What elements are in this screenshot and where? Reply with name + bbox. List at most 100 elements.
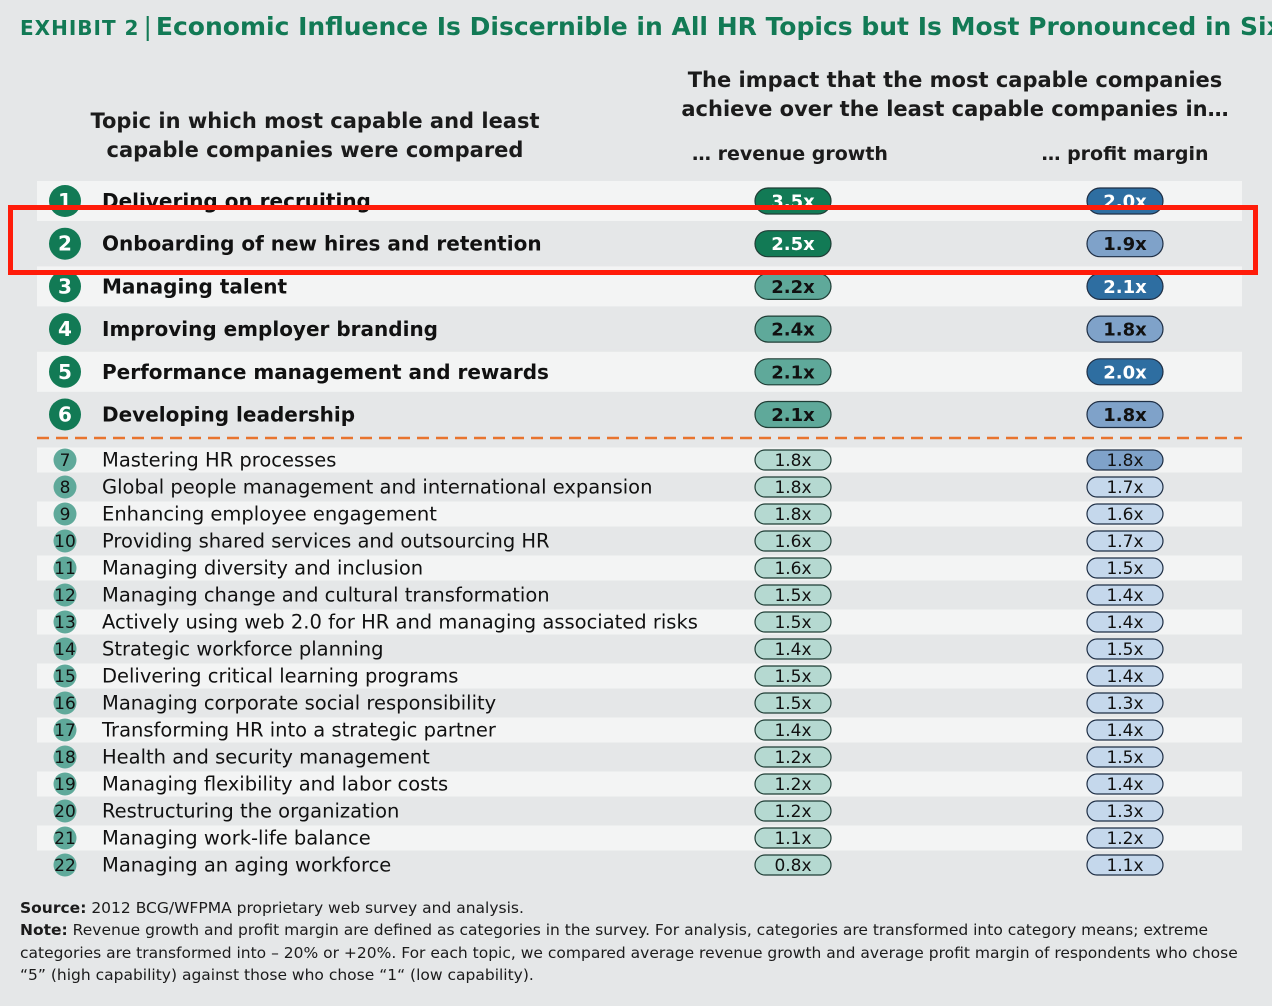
profit-value: 1.3x (1106, 802, 1143, 822)
note-text: Revenue growth and profit margin are def… (20, 921, 1238, 984)
rank-number: 9 (60, 505, 71, 525)
topic-label: Onboarding of new hires and retention (102, 232, 542, 256)
revenue-pill (754, 400, 832, 429)
profit-pill (1086, 584, 1164, 606)
rank-number: 14 (54, 640, 76, 660)
rank-circle (53, 475, 77, 499)
source-note: Source: 2012 BCG/WFPMA proprietary web s… (20, 897, 1260, 920)
profit-value: 1.6x (1106, 505, 1143, 525)
profit-pill (1086, 557, 1164, 579)
topic-label: Managing diversity and inclusion (102, 557, 423, 580)
table-row (37, 181, 1242, 221)
profit-pill (1086, 449, 1164, 471)
revenue-value: 1.2x (774, 802, 811, 822)
profit-margin-header: … profit margin (1041, 143, 1209, 165)
table-row (37, 501, 1242, 527)
topic-label: Managing change and cultural transformat… (102, 584, 550, 607)
topic-label: Managing talent (102, 274, 288, 298)
revenue-value: 2.2x (771, 277, 815, 298)
rank-circle (53, 448, 77, 472)
topic-label: Performance management and rewards (102, 360, 549, 384)
revenue-value: 1.5x (774, 613, 811, 633)
table-row (37, 528, 1242, 554)
revenue-pill (754, 530, 832, 552)
table-row (37, 744, 1242, 770)
rank-circle (53, 637, 77, 661)
profit-value: 1.5x (1106, 748, 1143, 768)
profit-pill (1086, 746, 1164, 768)
profit-value: 1.4x (1106, 613, 1143, 633)
table-row (37, 690, 1242, 716)
profit-value: 1.3x (1106, 694, 1143, 714)
profit-pill (1086, 665, 1164, 687)
rank-circle (53, 664, 77, 688)
revenue-value: 1.8x (774, 451, 811, 471)
rank-circle (53, 502, 77, 526)
revenue-pill (754, 773, 832, 795)
table-row (37, 663, 1242, 689)
rank-number: 22 (54, 856, 76, 876)
note-label: Note: (20, 921, 68, 939)
topic-label: Restructuring the organization (102, 800, 399, 823)
topic-label: Delivering critical learning programs (102, 665, 458, 688)
rank-number: 12 (54, 586, 76, 606)
rank-circle (53, 556, 77, 580)
rank-circle (53, 583, 77, 607)
table-row (37, 394, 1242, 435)
revenue-value: 1.2x (774, 748, 811, 768)
topic-label: Transforming HR into a strategic partner (101, 719, 497, 742)
rank-number: 18 (54, 748, 76, 768)
profit-value: 1.4x (1106, 721, 1143, 741)
table-row (37, 223, 1242, 264)
table-row (37, 582, 1242, 608)
profit-value: 1.2x (1106, 829, 1143, 849)
revenue-pill (754, 476, 832, 498)
topic-label: Global people management and internation… (102, 476, 652, 499)
revenue-growth-header: … revenue growth (692, 143, 888, 165)
profit-value: 1.8x (1103, 405, 1147, 426)
profit-value: 1.9x (1103, 234, 1147, 255)
rank-circle (53, 718, 77, 742)
table-row (37, 771, 1242, 797)
profit-value: 1.4x (1106, 586, 1143, 606)
rank-circle (53, 691, 77, 715)
topic-label: Strategic workforce planning (102, 638, 383, 661)
topic-label: Health and security management (102, 746, 430, 769)
rank-number: 7 (60, 451, 71, 471)
rank-number: 17 (54, 721, 76, 741)
revenue-pill (754, 315, 832, 343)
revenue-value: 2.4x (771, 320, 815, 341)
topic-column-header: Topic in which most capable and least ca… (90, 109, 540, 162)
profit-pill (1086, 854, 1164, 876)
rank-circle (49, 270, 81, 303)
topic-label: Providing shared services and outsourcin… (102, 530, 550, 553)
rank-circle (49, 398, 81, 431)
highlight-box (8, 205, 1258, 275)
rank-circle (53, 529, 77, 553)
impact-header: The impact that the most capable compani… (681, 68, 1229, 121)
rank-circle (53, 745, 77, 769)
revenue-value: 1.5x (774, 667, 811, 687)
table-row (37, 351, 1242, 392)
topic-label: Managing corporate social responsibility (102, 692, 496, 715)
topic-label: Enhancing employee engagement (102, 503, 437, 526)
topic-label: Managing an aging workforce (102, 854, 391, 877)
revenue-pill (754, 854, 832, 876)
profit-pill (1086, 611, 1164, 633)
profit-pill (1086, 315, 1164, 343)
profit-value: 1.4x (1106, 667, 1143, 687)
rank-number: 3 (58, 274, 72, 298)
rank-number: 16 (54, 694, 76, 714)
method-note: Note: Revenue growth and profit margin a… (20, 919, 1260, 987)
exhibit-title: EXHIBIT 2 | Economic Influence Is Discerni… (20, 12, 1272, 41)
rank-circle (49, 355, 81, 388)
revenue-value: 1.2x (774, 775, 811, 795)
revenue-pill (754, 827, 832, 849)
revenue-pill (754, 230, 832, 258)
profit-pill (1086, 400, 1164, 429)
revenue-value: 1.5x (774, 586, 811, 606)
profit-value: 2.1x (1103, 277, 1147, 298)
revenue-pill (754, 449, 832, 471)
rank-number: 10 (54, 532, 76, 552)
revenue-value: 1.8x (774, 505, 811, 525)
